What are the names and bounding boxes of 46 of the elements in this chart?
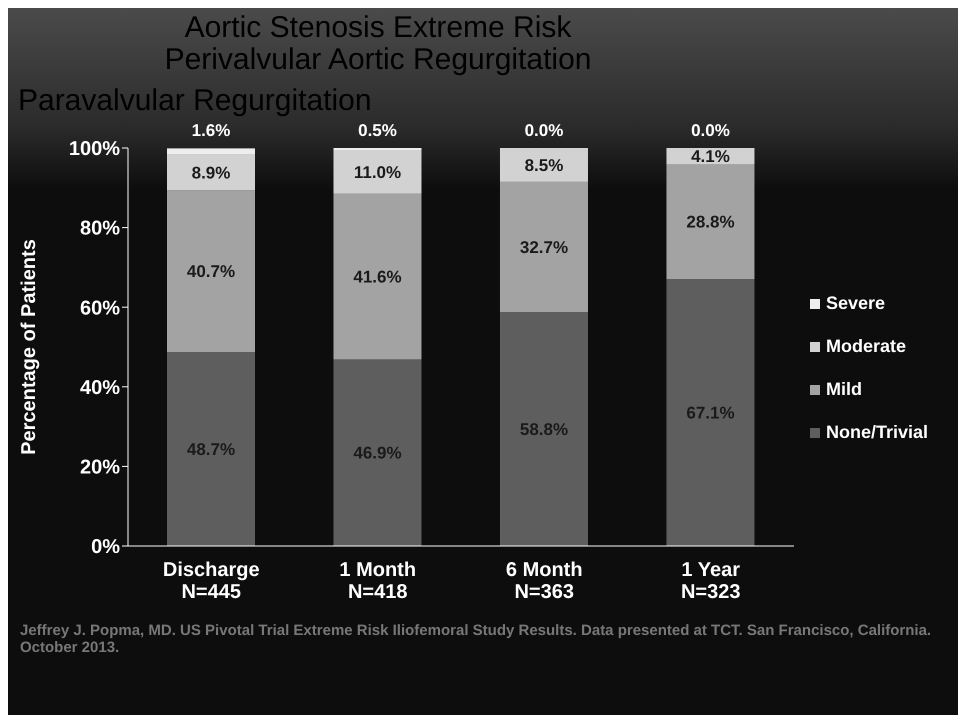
x-tick-label: 1 Month N=418 [339,559,416,603]
data-label: 0.0% [691,121,730,140]
chart-subtitle: Perivalvular Aortic Regurgitation [164,43,592,76]
x-tick-label: 6 Month N=363 [506,559,583,603]
data-label: 40.7% [186,262,236,282]
data-label: 28.8% [686,212,735,232]
y-axis-title: Percentage of Patients [18,239,40,455]
text: Jeffrey J. Popma, MD. US Pivotal Trial Extreme Risk Iliofemoral Study Results. Data presented at TCT. San Francisco, California. October 2013. [19,621,932,658]
bar [167,154,255,190]
bar [167,148,255,155]
data-label: 11.0% [354,162,402,182]
data-label: 8.5% [524,156,564,175]
data-label: 41.6% [353,268,402,287]
bar [167,190,255,352]
data-label: 8.9% [192,163,230,182]
bar [500,182,588,312]
legend-label: None/Trivial [826,422,928,443]
y-tick-label: 60% [80,297,120,320]
data-label: 67.1% [686,403,735,422]
legend-label: Moderate [826,336,906,357]
data-label: 4.1% [691,147,730,166]
bar [500,312,588,546]
x-tick-label: Discharge N=445 [162,559,260,603]
chart-title: Aortic Stenosis Extreme Risk [184,11,572,44]
data-label: 48.7% [186,440,236,460]
x-tick-label: 1 Year N=323 [680,559,740,603]
data-label: 32.7% [520,238,568,257]
y-tick-label: 40% [80,376,120,399]
legend-label: Severe [826,293,886,314]
data-label: 0.0% [524,121,564,140]
bar [333,150,422,194]
data-label: 1.6% [192,121,230,140]
y-tick-label: 20% [80,456,120,478]
data-label: 0.5% [358,121,397,140]
bar [167,352,255,546]
y-tick-label: 100% [68,138,120,160]
bar [500,148,588,182]
bar [333,194,422,360]
data-label: 46.9% [353,444,402,463]
y-tick-label: 80% [80,218,120,240]
y-tick-label: 0% [91,536,120,558]
legend-label: Mild [826,379,862,400]
bar [666,164,754,279]
data-label: 58.8% [520,420,568,439]
bar [666,278,754,546]
bar [333,359,422,546]
